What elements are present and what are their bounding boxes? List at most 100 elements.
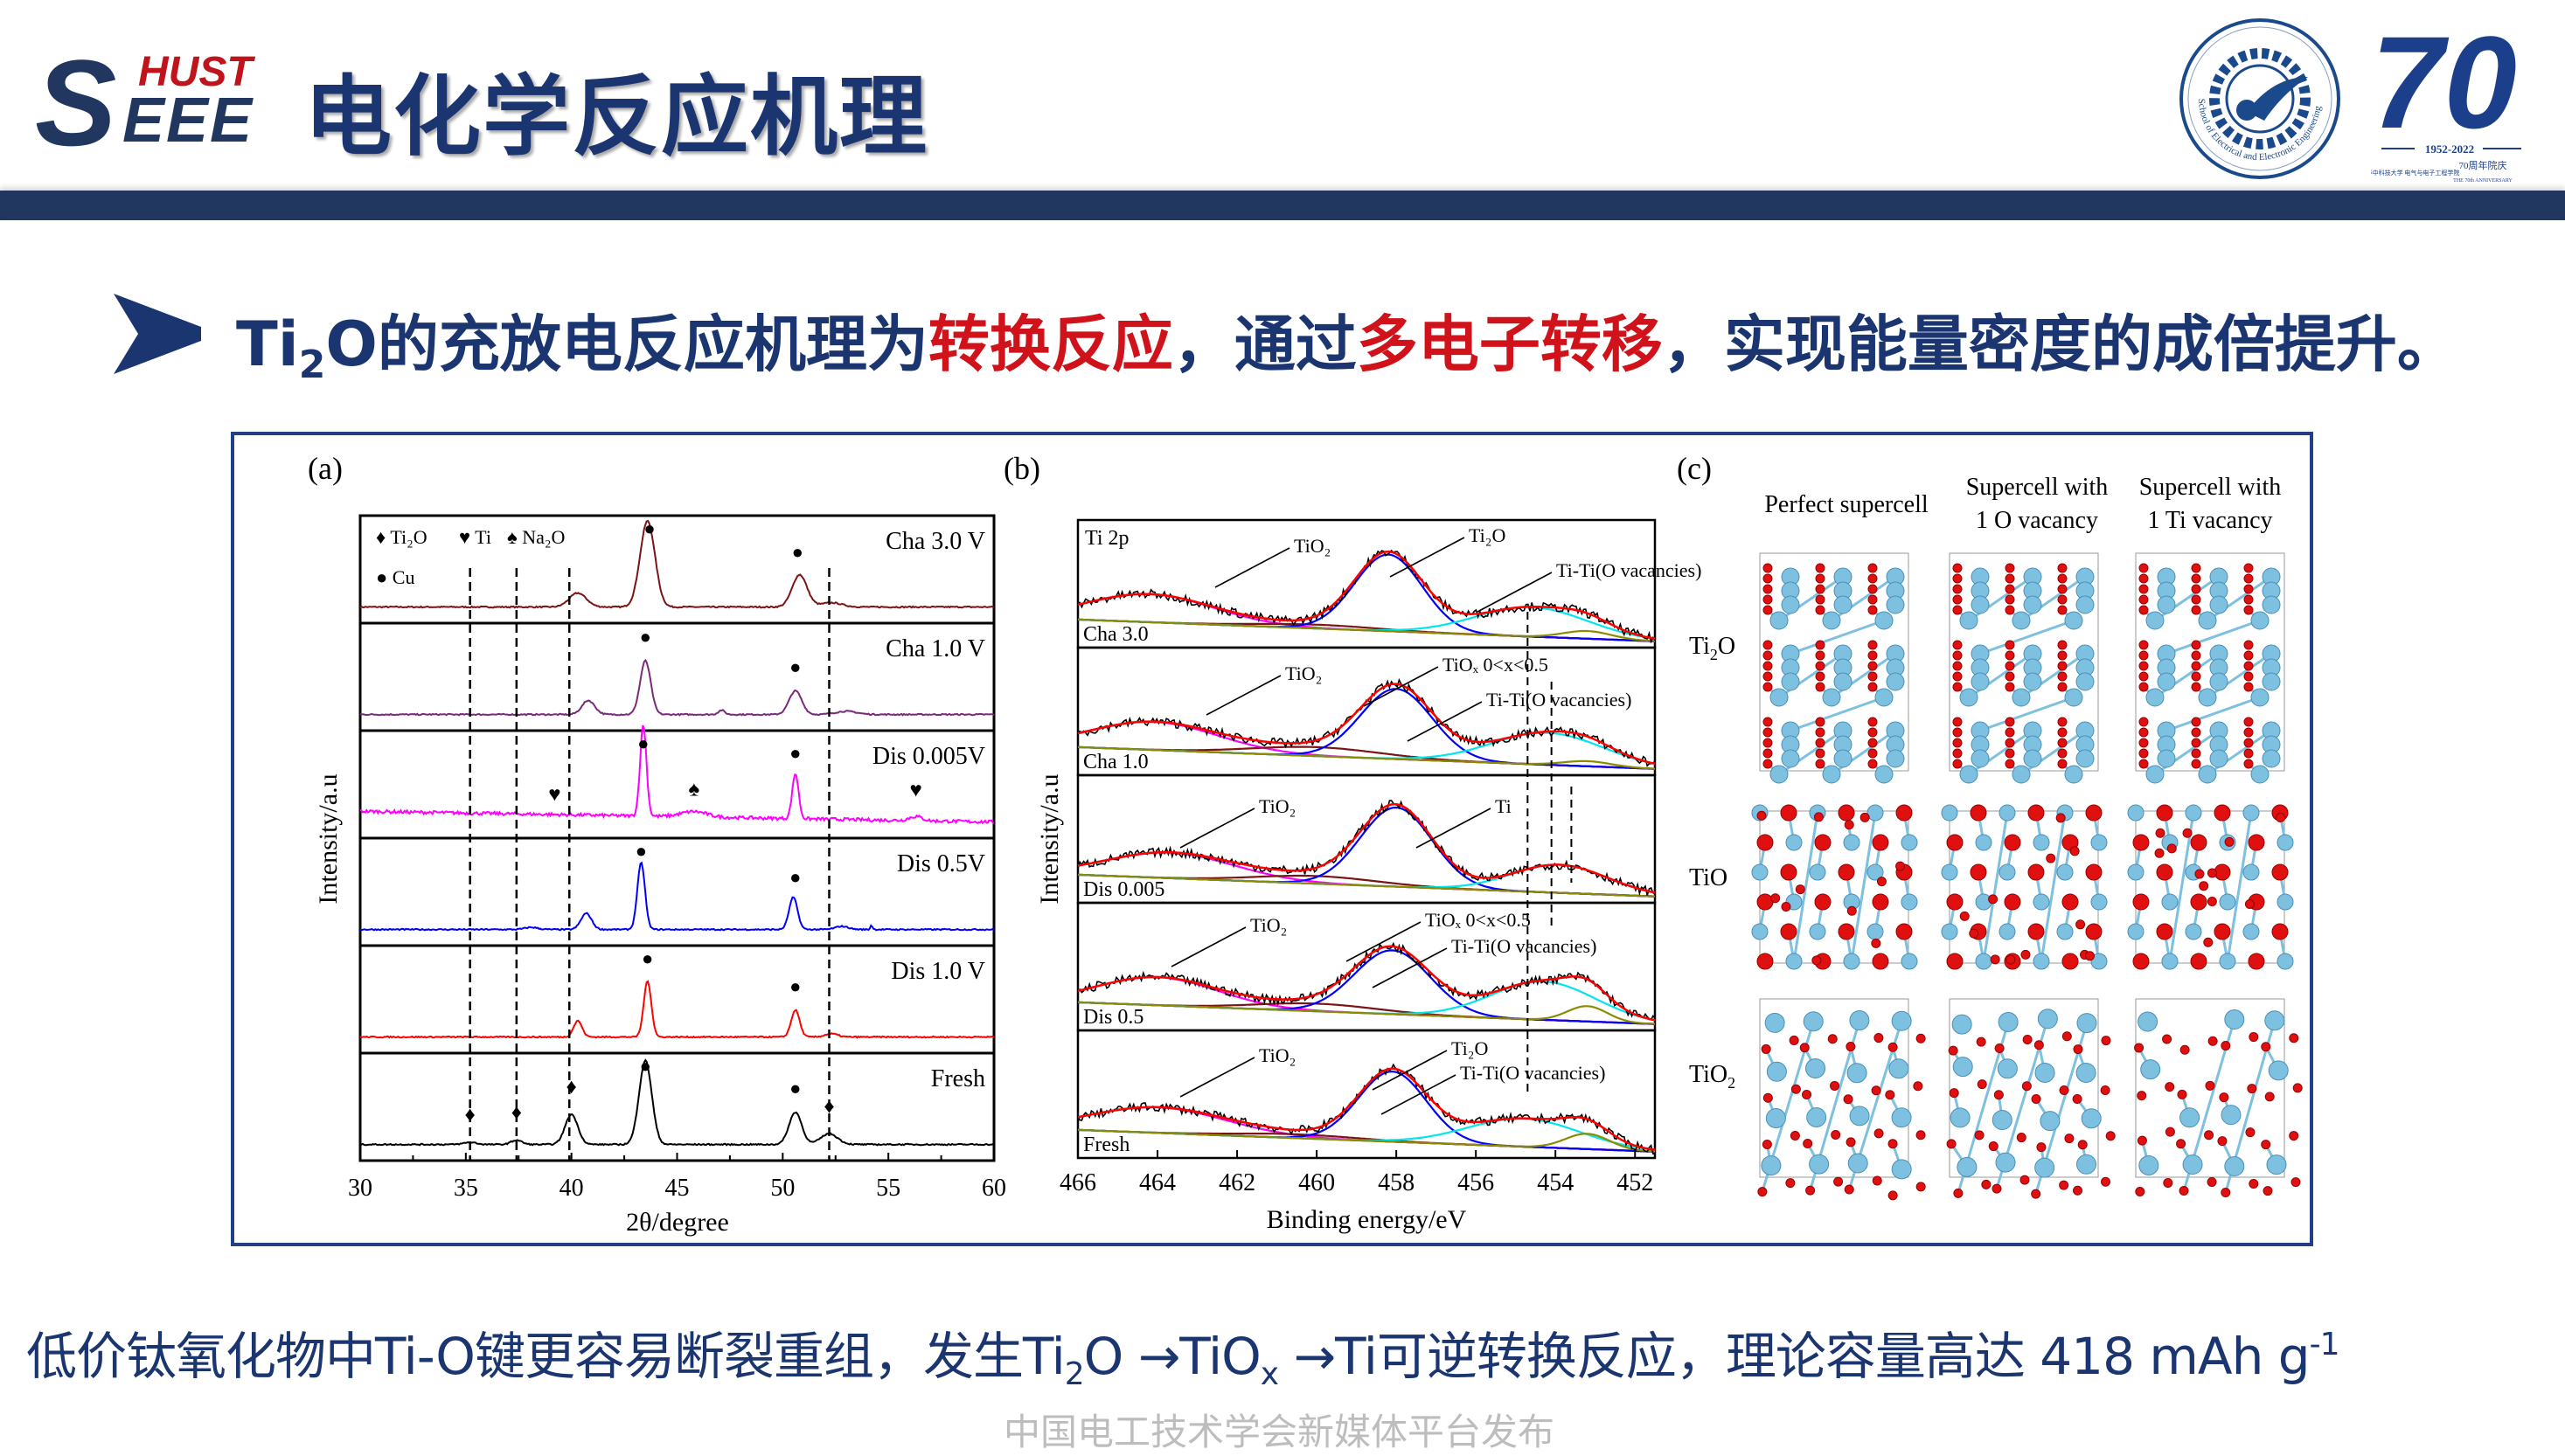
atom-o <box>2190 834 2207 851</box>
atom-ti <box>2277 834 2294 851</box>
atom-o <box>2005 682 2015 692</box>
atom-o <box>1872 953 1889 970</box>
atom-ti <box>1959 611 1978 630</box>
atom-o <box>2138 738 2149 748</box>
atom-o <box>2057 594 2068 605</box>
atom-o <box>1785 1178 1796 1189</box>
atom-o <box>1770 893 1781 904</box>
xps-annotation-arrow <box>1171 926 1247 967</box>
atom-o <box>2156 863 2173 881</box>
atom-o <box>1815 738 1825 748</box>
atom-o <box>2072 1093 2082 1104</box>
xrd-series-label: Fresh <box>931 1065 985 1092</box>
atom-o <box>1952 661 1963 671</box>
atom-o <box>2191 727 2201 738</box>
atom-o <box>2057 738 2068 748</box>
xps-ylabel: Intensity/a.u <box>1035 773 1064 904</box>
atom-o <box>2249 1032 2259 1043</box>
atom-o <box>1867 671 1878 682</box>
atom-o <box>2005 954 2016 965</box>
atom-o <box>1949 1088 1959 1099</box>
xrd-series-label: Dis 1.0 V <box>891 958 985 985</box>
crystal-structure <box>1759 552 1909 784</box>
atom-ti <box>2198 688 2217 707</box>
atom-ti <box>1874 765 1894 784</box>
atom-ti <box>2056 863 2074 881</box>
xrd-legend-item: ♠ Na₂O <box>507 526 565 548</box>
atom-o <box>2132 834 2150 851</box>
atom-o <box>2073 1185 2083 1196</box>
atom-o <box>2243 640 2254 650</box>
panel-c-label: (c) <box>1677 451 1712 486</box>
atom-ti <box>2075 749 2095 768</box>
atom-o <box>2261 1140 2271 1150</box>
atom-ti <box>2242 923 2260 940</box>
atom-o <box>2191 650 2201 661</box>
atom-o <box>2138 563 2149 573</box>
atom-o <box>1952 563 1963 573</box>
xps-annotation: TiOₓ 0<x<0.5 <box>1425 909 1531 931</box>
xps-envelope-line <box>1077 683 1656 766</box>
atom-o <box>2156 804 2173 822</box>
atom-o <box>2057 605 2068 615</box>
atom-ti <box>2033 893 2050 911</box>
xrd-peak-marker: ● <box>640 1055 651 1077</box>
xrd-peak-marker: ● <box>789 975 801 997</box>
xps-annotation: TiO₂ <box>1259 1044 1296 1066</box>
atom-o <box>1970 804 1987 822</box>
atom-o <box>2243 650 2254 661</box>
atom-ti <box>1866 804 1884 822</box>
atom-o <box>2243 584 2254 594</box>
atom-o <box>2199 881 2209 891</box>
atom-o <box>2264 1092 2275 1102</box>
xrd-tick-label: 30 <box>348 1175 372 1202</box>
atom-o <box>2243 682 2254 692</box>
atom-ti <box>2224 1156 2245 1177</box>
xps-series-label: Fresh <box>1083 1134 1130 1156</box>
atom-o <box>1811 955 1822 966</box>
atom-o <box>2194 869 2205 879</box>
atom-o <box>2005 661 2015 671</box>
atom-o <box>1802 1089 1812 1099</box>
atom-o <box>2245 1127 2256 1138</box>
atom-o <box>2191 573 2201 584</box>
atom-ti <box>1959 688 1978 707</box>
atom-o <box>1988 1141 1998 1152</box>
atom-o <box>1952 650 1963 661</box>
atom-o <box>1780 863 1797 881</box>
atom-o <box>1974 1130 1985 1141</box>
watermark: 中国电工技术学会新媒体平台发布 <box>1004 1411 1555 1453</box>
atom-o <box>2214 923 2231 940</box>
atom-o <box>1830 1080 1840 1091</box>
atom-o <box>1867 605 1878 615</box>
anniversary-cn: 70周年院庆 <box>2459 159 2507 171</box>
xrd-series-line <box>360 658 995 717</box>
headline-text: ，实现能量密度的成倍提升。 <box>1662 309 2458 380</box>
atom-o <box>2182 828 2193 838</box>
atom-o <box>1887 1190 1898 1201</box>
atom-o <box>1815 661 1825 671</box>
atom-o <box>1885 1090 1895 1100</box>
atom-o <box>1838 863 1855 881</box>
atom-ti <box>1959 765 1978 784</box>
atom-o <box>2191 605 2201 615</box>
atom-o <box>2138 727 2149 738</box>
atom-o <box>2289 1131 2299 1141</box>
atom-o <box>2005 650 2015 661</box>
atom-ti <box>1951 1014 1972 1035</box>
anniversary-number: 70 <box>2371 16 2517 156</box>
atom-o <box>2057 650 2068 661</box>
bond <box>1979 696 2075 732</box>
atom-o <box>1953 1188 1964 1198</box>
atom-ti <box>2268 1060 2289 1081</box>
atom-o <box>2247 1084 2257 1094</box>
logo-hust: HUST <box>138 49 253 95</box>
atom-ti <box>1833 672 1852 691</box>
atom-o <box>1762 748 1773 759</box>
atom-ti <box>1874 611 1894 630</box>
atom-o <box>1815 605 1825 615</box>
atom-ti <box>1809 1154 1830 1175</box>
atom-ti <box>2224 1009 2245 1030</box>
atom-o <box>2075 919 2086 930</box>
atom-ti <box>2219 953 2236 970</box>
